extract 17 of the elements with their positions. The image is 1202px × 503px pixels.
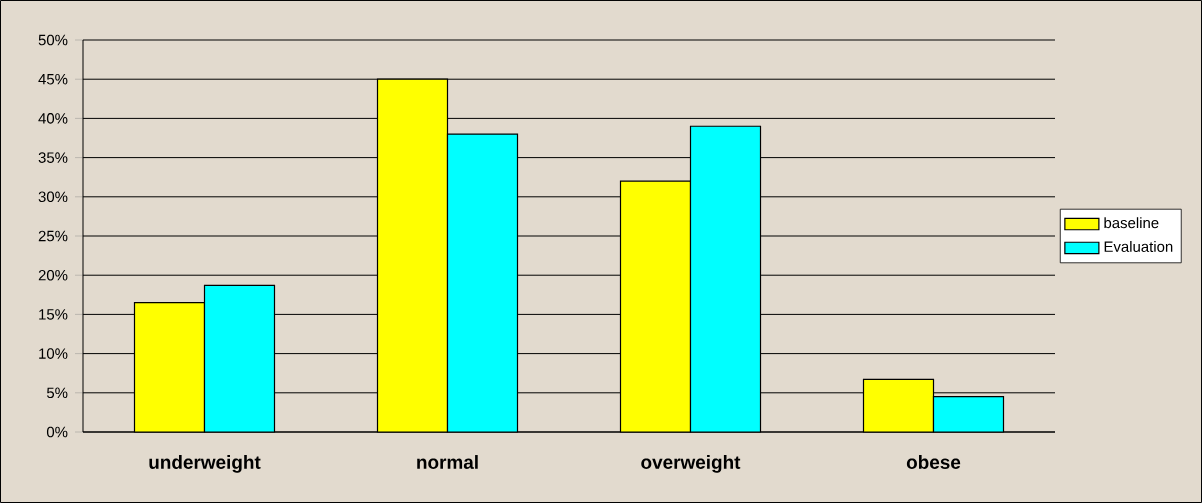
y-tick-label: 15% bbox=[39, 309, 68, 320]
y-tick-label: 45% bbox=[38, 73, 68, 85]
y-tick-label: 30% bbox=[38, 191, 68, 203]
y-tick-label: 0% bbox=[46, 426, 68, 438]
legend-label: baseline bbox=[1104, 217, 1159, 229]
y-tick-label: 25% bbox=[38, 230, 68, 242]
y-tick-label: 40% bbox=[38, 113, 68, 124]
y-tick-label: 5% bbox=[46, 387, 68, 399]
x-tick-label: obese bbox=[906, 455, 961, 469]
x-tick-label: overweight bbox=[641, 455, 741, 473]
legend-label: Evaluation bbox=[1104, 241, 1173, 252]
y-tick-label: 50% bbox=[38, 34, 68, 46]
x-tick-label: normal bbox=[417, 455, 478, 469]
y-tick-label: 20% bbox=[38, 269, 68, 281]
y-tick-label: 35% bbox=[38, 152, 68, 163]
x-tick-label: underweight bbox=[149, 455, 261, 473]
y-tick-label: 10% bbox=[39, 348, 68, 359]
